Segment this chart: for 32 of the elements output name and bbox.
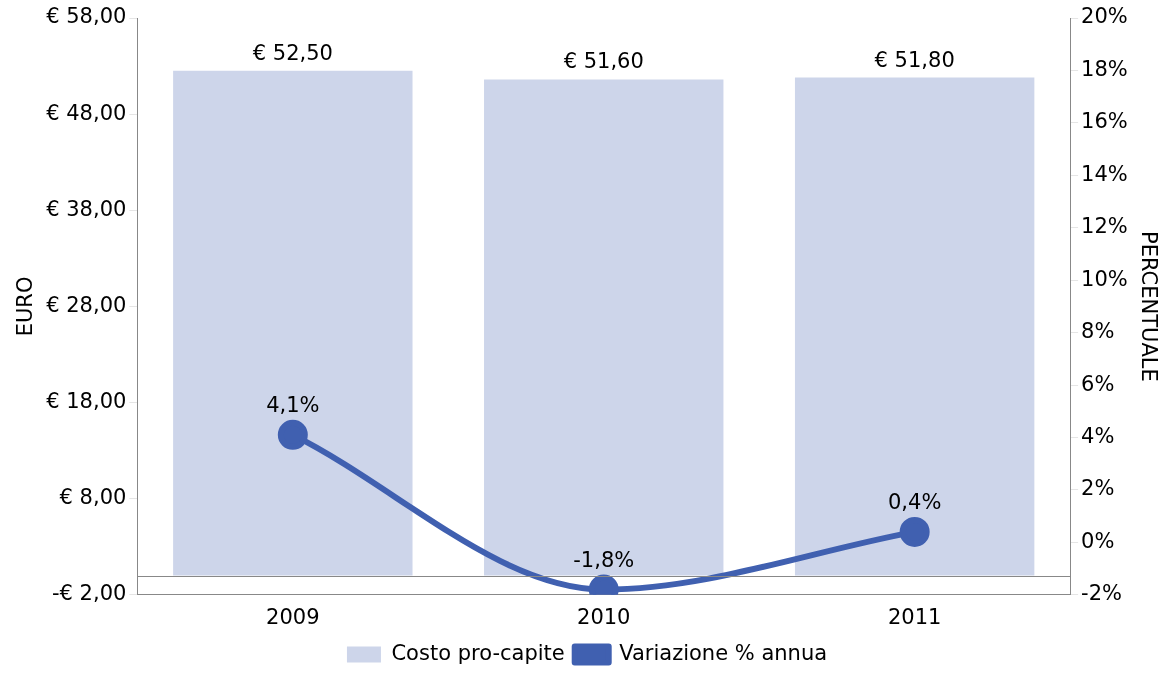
- data-label: € 51,60: [563, 49, 644, 74]
- y-tick-label: € 8,00: [59, 485, 127, 510]
- y2-tick-label: 4%: [1081, 423, 1115, 448]
- data-label: 0,4%: [887, 489, 942, 514]
- y-tick-label: -€ 2,00: [51, 581, 127, 606]
- y2-tick-label: 2%: [1081, 476, 1115, 501]
- x-tick-label: 2009: [266, 604, 320, 629]
- y2-tick-label: 8%: [1081, 319, 1115, 344]
- data-label: € 52,50: [252, 40, 333, 65]
- y-tick-label: € 48,00: [46, 100, 127, 125]
- y2-tick-label: 16%: [1081, 109, 1128, 134]
- y2-tick-label: 18%: [1081, 56, 1128, 81]
- y2-tick-label: 6%: [1081, 371, 1115, 396]
- data-label: 4,1%: [266, 392, 320, 417]
- y2-axis-title: PERCENTUALE: [1136, 231, 1161, 382]
- y2-tick-label: -2%: [1081, 581, 1123, 606]
- y2-tick-label: 14%: [1081, 161, 1128, 186]
- data-label: € 51,80: [874, 47, 955, 72]
- y2-tick-label: 0%: [1081, 528, 1115, 553]
- y2-tick-label: 12%: [1081, 214, 1128, 239]
- y-tick-label: € 18,00: [46, 388, 127, 413]
- y-tick-label: € 58,00: [46, 4, 127, 29]
- legend-label: Costo pro-capite: [391, 640, 565, 665]
- y2-tick-label: 20%: [1081, 4, 1128, 29]
- y2-tick-label: 10%: [1081, 266, 1128, 291]
- data-label: -1,8%: [573, 547, 635, 572]
- y-tick-label: € 28,00: [46, 292, 127, 317]
- y-tick-label: € 38,00: [46, 196, 127, 221]
- legend-label: Variazione % annua: [619, 640, 828, 665]
- x-tick-label: 2010: [577, 604, 631, 629]
- y-axis-title: EURO: [13, 276, 38, 337]
- x-tick-label: 2011: [887, 604, 942, 629]
